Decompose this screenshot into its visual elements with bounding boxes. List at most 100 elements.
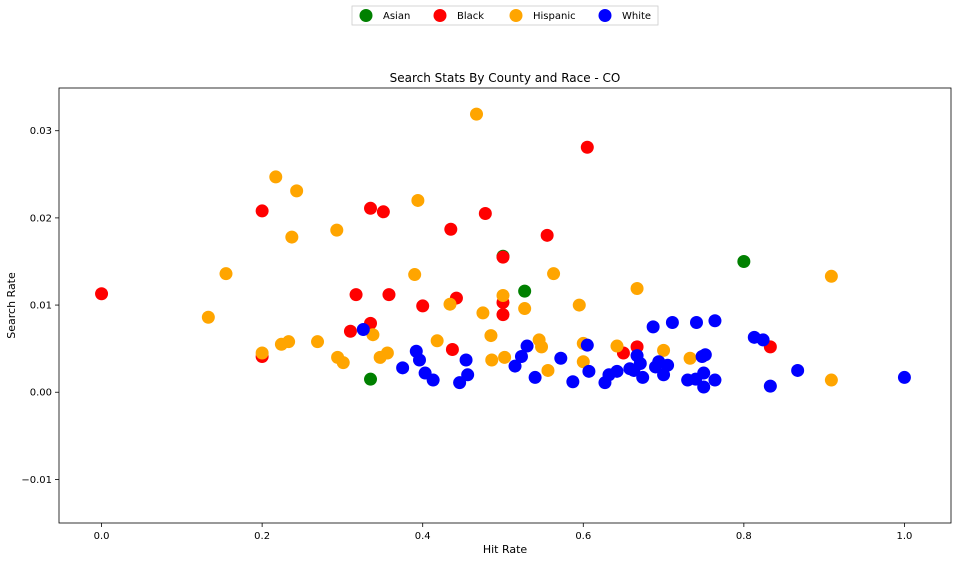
data-point xyxy=(518,302,532,316)
data-point xyxy=(518,284,532,298)
data-point xyxy=(426,373,440,387)
y-axis-label: Search Rate xyxy=(5,272,18,339)
data-point xyxy=(269,170,283,184)
data-point xyxy=(411,193,425,207)
data-point xyxy=(572,298,586,312)
data-point xyxy=(665,315,679,329)
data-point xyxy=(469,107,483,121)
data-point xyxy=(311,335,325,349)
data-point xyxy=(255,346,269,360)
y-tick-label: 0.03 xyxy=(30,126,52,137)
series-black xyxy=(95,140,777,363)
data-point xyxy=(498,350,512,364)
legend-label: White xyxy=(622,11,651,22)
data-point xyxy=(285,230,299,244)
legend-marker xyxy=(433,9,447,22)
data-point xyxy=(364,372,378,386)
legend: Asian Black Hispanic White xyxy=(351,5,659,26)
data-point xyxy=(453,376,467,390)
data-point xyxy=(484,329,498,343)
legend-label: Hispanic xyxy=(533,11,576,22)
data-point xyxy=(290,184,304,198)
y-tick-label: −0.01 xyxy=(21,475,52,486)
data-point xyxy=(683,351,697,365)
legend-label: Asian xyxy=(383,11,410,22)
data-point xyxy=(356,322,370,336)
data-point xyxy=(336,356,350,370)
series-hispanic xyxy=(201,107,838,387)
data-point xyxy=(382,288,396,302)
data-point xyxy=(554,351,568,365)
legend-box xyxy=(351,5,659,26)
data-point xyxy=(541,363,555,377)
data-point xyxy=(201,310,215,324)
data-point xyxy=(445,343,459,357)
data-point xyxy=(496,288,510,302)
data-point xyxy=(485,353,499,367)
data-point xyxy=(219,267,233,281)
data-point xyxy=(897,370,911,384)
data-point xyxy=(528,370,542,384)
data-point xyxy=(646,320,660,334)
x-axis: 0.0 0.2 0.4 0.6 0.8 1.0 xyxy=(94,523,912,542)
legend-label: Black xyxy=(457,11,484,22)
y-axis: −0.01 0.00 0.01 0.02 0.03 xyxy=(21,126,59,486)
data-point xyxy=(443,297,457,311)
legend-marker xyxy=(598,9,612,22)
data-point xyxy=(535,340,549,354)
data-point xyxy=(416,299,430,313)
data-point xyxy=(824,373,838,387)
x-tick-label: 1.0 xyxy=(896,531,912,542)
data-point xyxy=(343,324,357,338)
data-point xyxy=(633,356,647,370)
data-point xyxy=(476,306,490,320)
data-point xyxy=(566,375,580,389)
data-point xyxy=(708,373,722,387)
data-point xyxy=(461,368,475,382)
data-point xyxy=(364,201,378,215)
data-point xyxy=(366,328,380,342)
data-point xyxy=(540,228,554,242)
data-points xyxy=(95,107,911,394)
data-point xyxy=(630,282,644,296)
data-point xyxy=(657,343,671,357)
chart-title: Search Stats By County and Race - CO xyxy=(390,71,621,85)
data-point xyxy=(636,370,650,384)
x-tick-label: 0.0 xyxy=(94,531,110,542)
y-tick-label: 0.01 xyxy=(30,301,52,312)
data-point xyxy=(282,335,296,349)
data-point xyxy=(708,314,722,328)
data-point xyxy=(697,380,711,394)
data-point xyxy=(824,269,838,283)
data-point xyxy=(582,364,596,378)
data-point xyxy=(496,250,510,264)
data-point xyxy=(698,348,712,362)
data-point xyxy=(478,207,492,221)
x-tick-label: 0.4 xyxy=(415,531,431,542)
data-point xyxy=(508,359,522,373)
data-point xyxy=(514,349,528,363)
y-tick-label: 0.02 xyxy=(30,213,52,224)
data-point xyxy=(697,366,711,380)
data-point xyxy=(580,140,594,154)
data-point xyxy=(496,308,510,322)
x-axis-label: Hit Rate xyxy=(483,543,528,556)
data-point xyxy=(610,339,624,353)
data-point xyxy=(576,355,590,369)
data-point xyxy=(756,333,770,347)
data-point xyxy=(737,254,751,268)
data-point xyxy=(520,339,534,353)
data-point xyxy=(791,363,805,377)
data-point xyxy=(380,346,394,360)
data-point xyxy=(255,204,269,218)
x-tick-label: 0.2 xyxy=(254,531,270,542)
data-point xyxy=(430,334,444,348)
data-point xyxy=(412,353,426,367)
data-point xyxy=(661,358,675,372)
legend-marker xyxy=(509,9,523,22)
data-point xyxy=(408,268,422,282)
data-point xyxy=(610,364,624,378)
x-tick-label: 0.8 xyxy=(736,531,752,542)
data-point xyxy=(349,288,363,302)
